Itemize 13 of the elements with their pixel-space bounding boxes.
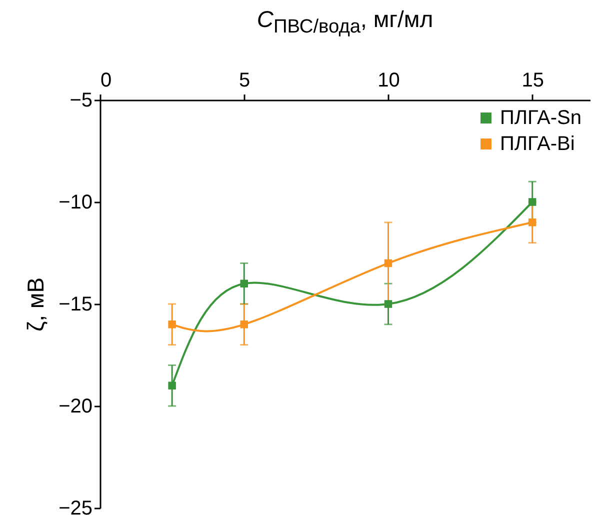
- y-tick-label: −5: [70, 90, 92, 112]
- x-tick-label: 15: [522, 70, 544, 92]
- y-tick-label: −20: [58, 396, 92, 418]
- legend-label: ПЛГА-Sn: [500, 107, 582, 129]
- y-tick-label: −15: [58, 294, 92, 316]
- x-tick-label: 10: [378, 70, 400, 92]
- y-tick-label: −10: [58, 192, 92, 214]
- legend-label: ПЛГА-Bi: [500, 133, 575, 155]
- y-axis-title: ζ, мВ: [22, 277, 49, 332]
- x-tick-label: 0: [100, 70, 112, 92]
- x-tick-label: 5: [239, 70, 250, 92]
- y-tick-label: −25: [58, 498, 92, 515]
- x-axis-title: C$_{ПВС/вода}$, мг/мл: [256, 6, 434, 39]
